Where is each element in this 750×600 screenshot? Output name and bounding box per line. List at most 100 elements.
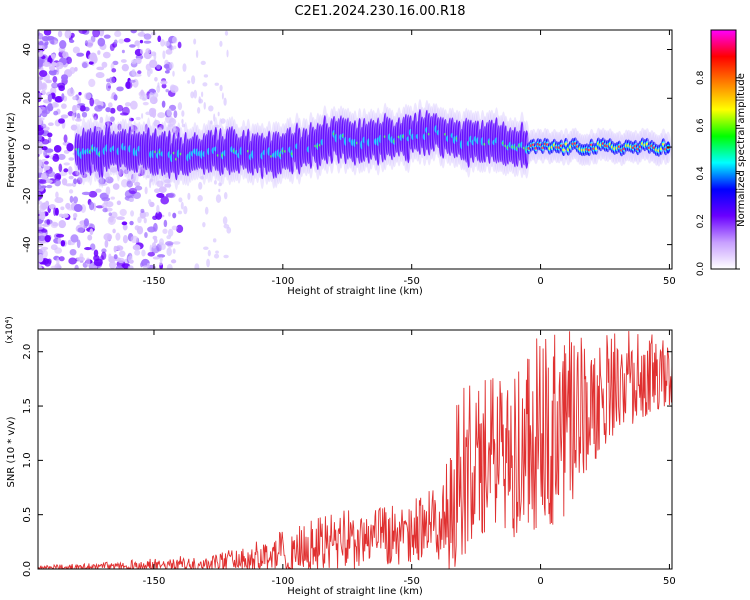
colorbar-ticks: 0.0 0.2 0.4 0.6 0.8 [696, 29, 740, 276]
heatmap-speckle [217, 111, 220, 117]
heatmap-speckle [167, 192, 176, 199]
heatmap-speckle [119, 250, 126, 258]
heatmap-speckle [177, 210, 183, 215]
heatmap-speckle [121, 49, 125, 54]
heatmap-speckle [142, 265, 149, 269]
heatmap-speckle [195, 50, 199, 58]
heatmap-speckle [45, 179, 53, 184]
heatmap-speckle [156, 243, 163, 252]
heatmap-speckle [220, 118, 226, 124]
heatmap-speckle [178, 197, 183, 203]
heatmap-speckle [108, 253, 112, 260]
heatmap-speckle [224, 30, 229, 36]
heatmap-speckle [62, 213, 69, 218]
heatmap-speckle [88, 61, 94, 65]
heatmap-speckle [88, 201, 95, 211]
snr-x-ticks: -150 -100 -50 0 50 [143, 330, 676, 587]
heatmap-speckle [87, 234, 93, 241]
heatmap-speckle [93, 258, 103, 267]
heatmap-speckle [65, 202, 71, 210]
heatmap-speckle [39, 203, 46, 212]
heatmap-y-tick-label: 20 [22, 92, 33, 105]
heatmap-speckle [70, 124, 78, 131]
heatmap-speckle [43, 30, 52, 36]
heatmap-speckle [147, 199, 152, 205]
snr-x-tick-label: -50 [404, 576, 420, 587]
heatmap-speckle [221, 92, 224, 100]
heatmap-speckle [108, 215, 114, 223]
heatmap-speckle [213, 113, 216, 122]
heatmap-speckle [79, 105, 86, 112]
heatmap-speckle [41, 229, 48, 233]
heatmap-speckle [173, 45, 177, 50]
heatmap-speckle [112, 183, 120, 190]
heatmap-x-tick-label: -50 [404, 276, 420, 287]
heatmap-speckle [108, 102, 113, 108]
heatmap-speckle [223, 97, 227, 106]
heatmap-speckle [38, 236, 42, 240]
heatmap-speckle [38, 167, 44, 174]
heatmap-speckle [44, 106, 51, 115]
heatmap-speckle [118, 169, 124, 177]
heatmap-speckle [203, 101, 206, 110]
snr-y-tick-label: 0.0 [22, 561, 33, 577]
heatmap-speckle [124, 81, 133, 90]
heatmap-speckle [214, 82, 219, 86]
heatmap-speckle [61, 74, 69, 81]
heatmap-speckle [193, 89, 198, 99]
heatmap-speckle [119, 112, 129, 116]
heatmap-speckle [155, 211, 163, 220]
heatmap-speckle [129, 100, 138, 110]
heatmap-speckle [149, 244, 153, 253]
heatmap-speckle [71, 112, 76, 121]
heatmap-speckle [160, 80, 168, 85]
heatmap-speckle [154, 76, 158, 82]
heatmap-speckle [57, 153, 66, 161]
heatmap-speckle [156, 180, 164, 188]
heatmap-speckle [67, 87, 75, 97]
heatmap-speckle [99, 116, 104, 124]
heatmap-speckle [51, 82, 59, 89]
heatmap-speckle [200, 60, 206, 65]
heatmap-speckle [128, 197, 134, 202]
snr-x-tick-label: -150 [143, 576, 166, 587]
heatmap-speckle [145, 111, 151, 116]
heatmap-speckle [76, 239, 81, 249]
heatmap-speckle [122, 235, 128, 244]
heatmap-speckle [93, 249, 99, 257]
heatmap-speckle [197, 107, 201, 114]
heatmap-speckle [61, 93, 65, 101]
heatmap-speckle [57, 30, 63, 38]
heatmap-speckle [130, 30, 137, 34]
heatmap-speckle [120, 59, 127, 63]
heatmap-speckle [129, 117, 134, 122]
heatmap-speckle [132, 173, 136, 183]
heatmap-speckle [144, 232, 148, 238]
heatmap-speckle [60, 114, 69, 119]
snr-marks [38, 330, 672, 569]
heatmap-speckle [141, 113, 144, 119]
heatmap-speckle [121, 221, 128, 226]
heatmap-marks [38, 30, 672, 269]
heatmap-speckle [55, 233, 65, 238]
heatmap-speckle [164, 70, 170, 74]
heatmap-speckle [97, 37, 106, 47]
heatmap-speckle [59, 40, 67, 49]
heatmap-speckle [218, 188, 221, 193]
heatmap-speckle [58, 220, 67, 229]
heatmap-speckle [54, 179, 61, 187]
heatmap-speckle [78, 30, 88, 34]
heatmap-speckle [198, 96, 202, 104]
heatmap-speckle [222, 216, 228, 225]
heatmap-speckle [209, 120, 213, 125]
heatmap-speckle [76, 52, 85, 57]
heatmap-speckle [51, 40, 55, 45]
heatmap-speckle [156, 64, 161, 70]
heatmap-speckle [134, 249, 141, 256]
heatmap-speckle [156, 84, 161, 93]
heatmap-speckle [97, 50, 101, 55]
colorbar-tick-label: 0.6 [696, 118, 706, 133]
heatmap-speckle [173, 125, 177, 131]
heatmap-speckle [168, 211, 171, 217]
snr-y-label: SNR (10 * v/v) [6, 416, 17, 487]
